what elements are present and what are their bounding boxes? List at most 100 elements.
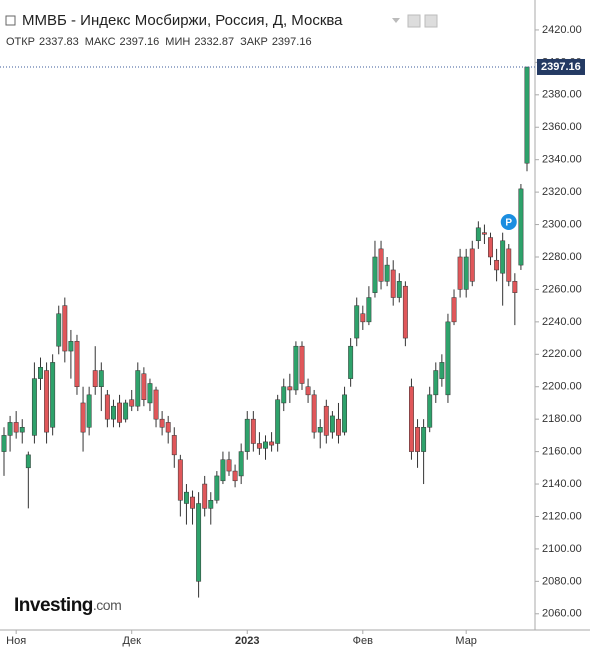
y-tick-label: 2300.00 (542, 218, 582, 230)
candle-body (311, 394, 317, 433)
candle-body (275, 399, 281, 444)
candle-body (263, 441, 268, 449)
candle-body (439, 362, 445, 379)
y-tick-label: 2280.00 (542, 251, 582, 263)
candle-body (396, 281, 402, 298)
candle-body (518, 188, 524, 266)
candle-body (329, 415, 335, 433)
candle-body (299, 345, 305, 384)
candle-body (427, 394, 433, 428)
candle-body (44, 370, 50, 433)
y-tick-label: 2360.00 (542, 121, 582, 133)
candle-body (25, 454, 31, 469)
last-price-label: 2397.16 (541, 61, 581, 73)
y-tick-label: 2160.00 (542, 446, 582, 458)
candle-body (214, 475, 220, 501)
candle-body (244, 418, 250, 452)
candle-body (323, 405, 329, 436)
candle-body (256, 443, 262, 449)
candle-body (232, 470, 238, 482)
candle-body (488, 237, 493, 258)
y-tick-label: 2260.00 (542, 283, 582, 295)
candle-body (287, 386, 293, 391)
candle-body (177, 459, 183, 501)
candle-body (159, 418, 165, 428)
candle-body (38, 367, 43, 379)
candle-body (153, 389, 159, 420)
candle-body (317, 427, 323, 433)
y-tick-label: 2200.00 (542, 381, 582, 393)
ohlc-value: 2332.87 (194, 36, 234, 48)
candle-body (378, 248, 384, 282)
candle-body (220, 459, 226, 482)
candle-body (366, 297, 372, 323)
y-tick-label: 2060.00 (542, 608, 582, 620)
candle-body (123, 402, 129, 420)
y-tick-label: 2420.00 (542, 24, 582, 36)
settings-icon[interactable] (407, 14, 421, 28)
header-bg (0, 8, 450, 50)
candle-body (80, 402, 86, 433)
candle-body (506, 248, 512, 282)
ohlc-value: 2397.16 (272, 36, 312, 48)
candle-body (421, 427, 427, 452)
candle-body (390, 269, 396, 298)
candle-body (56, 313, 62, 347)
candle-body (360, 313, 366, 323)
candle-body (481, 232, 487, 235)
candle-body (475, 227, 481, 242)
candle-body (68, 341, 74, 352)
candle-body (165, 422, 171, 433)
ohlc-label: ОТКР (6, 36, 35, 48)
candle-body (98, 370, 104, 387)
x-tick-label: 2023 (235, 635, 259, 647)
ohlc-label: ЗАКР (240, 36, 268, 48)
ohlc-row: ОТКР 2337.83 МАКС 2397.16 МИН 2332.87 ЗАКР 2397… (6, 36, 312, 48)
y-tick-label: 2340.00 (542, 154, 582, 166)
candle-body (457, 256, 463, 290)
watermark-brand: Investing (14, 595, 93, 616)
y-tick-label: 2320.00 (542, 186, 582, 198)
candle-body (342, 394, 348, 433)
x-tick-label: Фев (353, 635, 373, 647)
ohlc-value: 2337.83 (39, 36, 79, 48)
candle-body (269, 441, 275, 446)
candle-body (402, 285, 408, 339)
candle-body (171, 435, 177, 456)
dropdown-icon (392, 18, 400, 23)
candle-body (104, 394, 110, 420)
candle-body (117, 402, 122, 423)
candle-body (445, 321, 451, 396)
last-price-box (537, 58, 585, 75)
candle-body (524, 66, 530, 164)
y-tick-label: 2100.00 (542, 543, 582, 555)
candle-body (354, 305, 360, 339)
candle-body (415, 427, 420, 452)
candle-body (1, 435, 7, 452)
candle-body (384, 264, 390, 282)
candle-body (433, 370, 439, 396)
watermark-suffix: .com (93, 597, 121, 613)
candle-body (147, 383, 153, 404)
y-tick-label: 2240.00 (542, 316, 582, 328)
candle-body (512, 281, 518, 293)
y-tick-label: 2080.00 (542, 575, 582, 587)
candle-body (86, 394, 92, 428)
candle-body (190, 496, 195, 509)
ohlc-label: МИН (165, 36, 190, 48)
ohlc-value: 2397.16 (120, 36, 160, 48)
candle-body (281, 386, 287, 404)
candle-body (494, 259, 500, 271)
y-tick-label: 2180.00 (542, 413, 582, 425)
y-tick-label: 2140.00 (542, 478, 582, 490)
x-tick-label: Дек (123, 635, 142, 647)
candle-body (31, 378, 37, 436)
x-tick-label: Ноя (6, 635, 26, 647)
candle-body (469, 248, 475, 282)
candle-body (92, 370, 98, 387)
x-tick-label: Мар (455, 635, 477, 647)
candle-body (111, 405, 116, 420)
candle-body (293, 345, 299, 391)
y-tick-label: 2380.00 (542, 89, 582, 101)
settings-icon[interactable] (424, 14, 438, 28)
